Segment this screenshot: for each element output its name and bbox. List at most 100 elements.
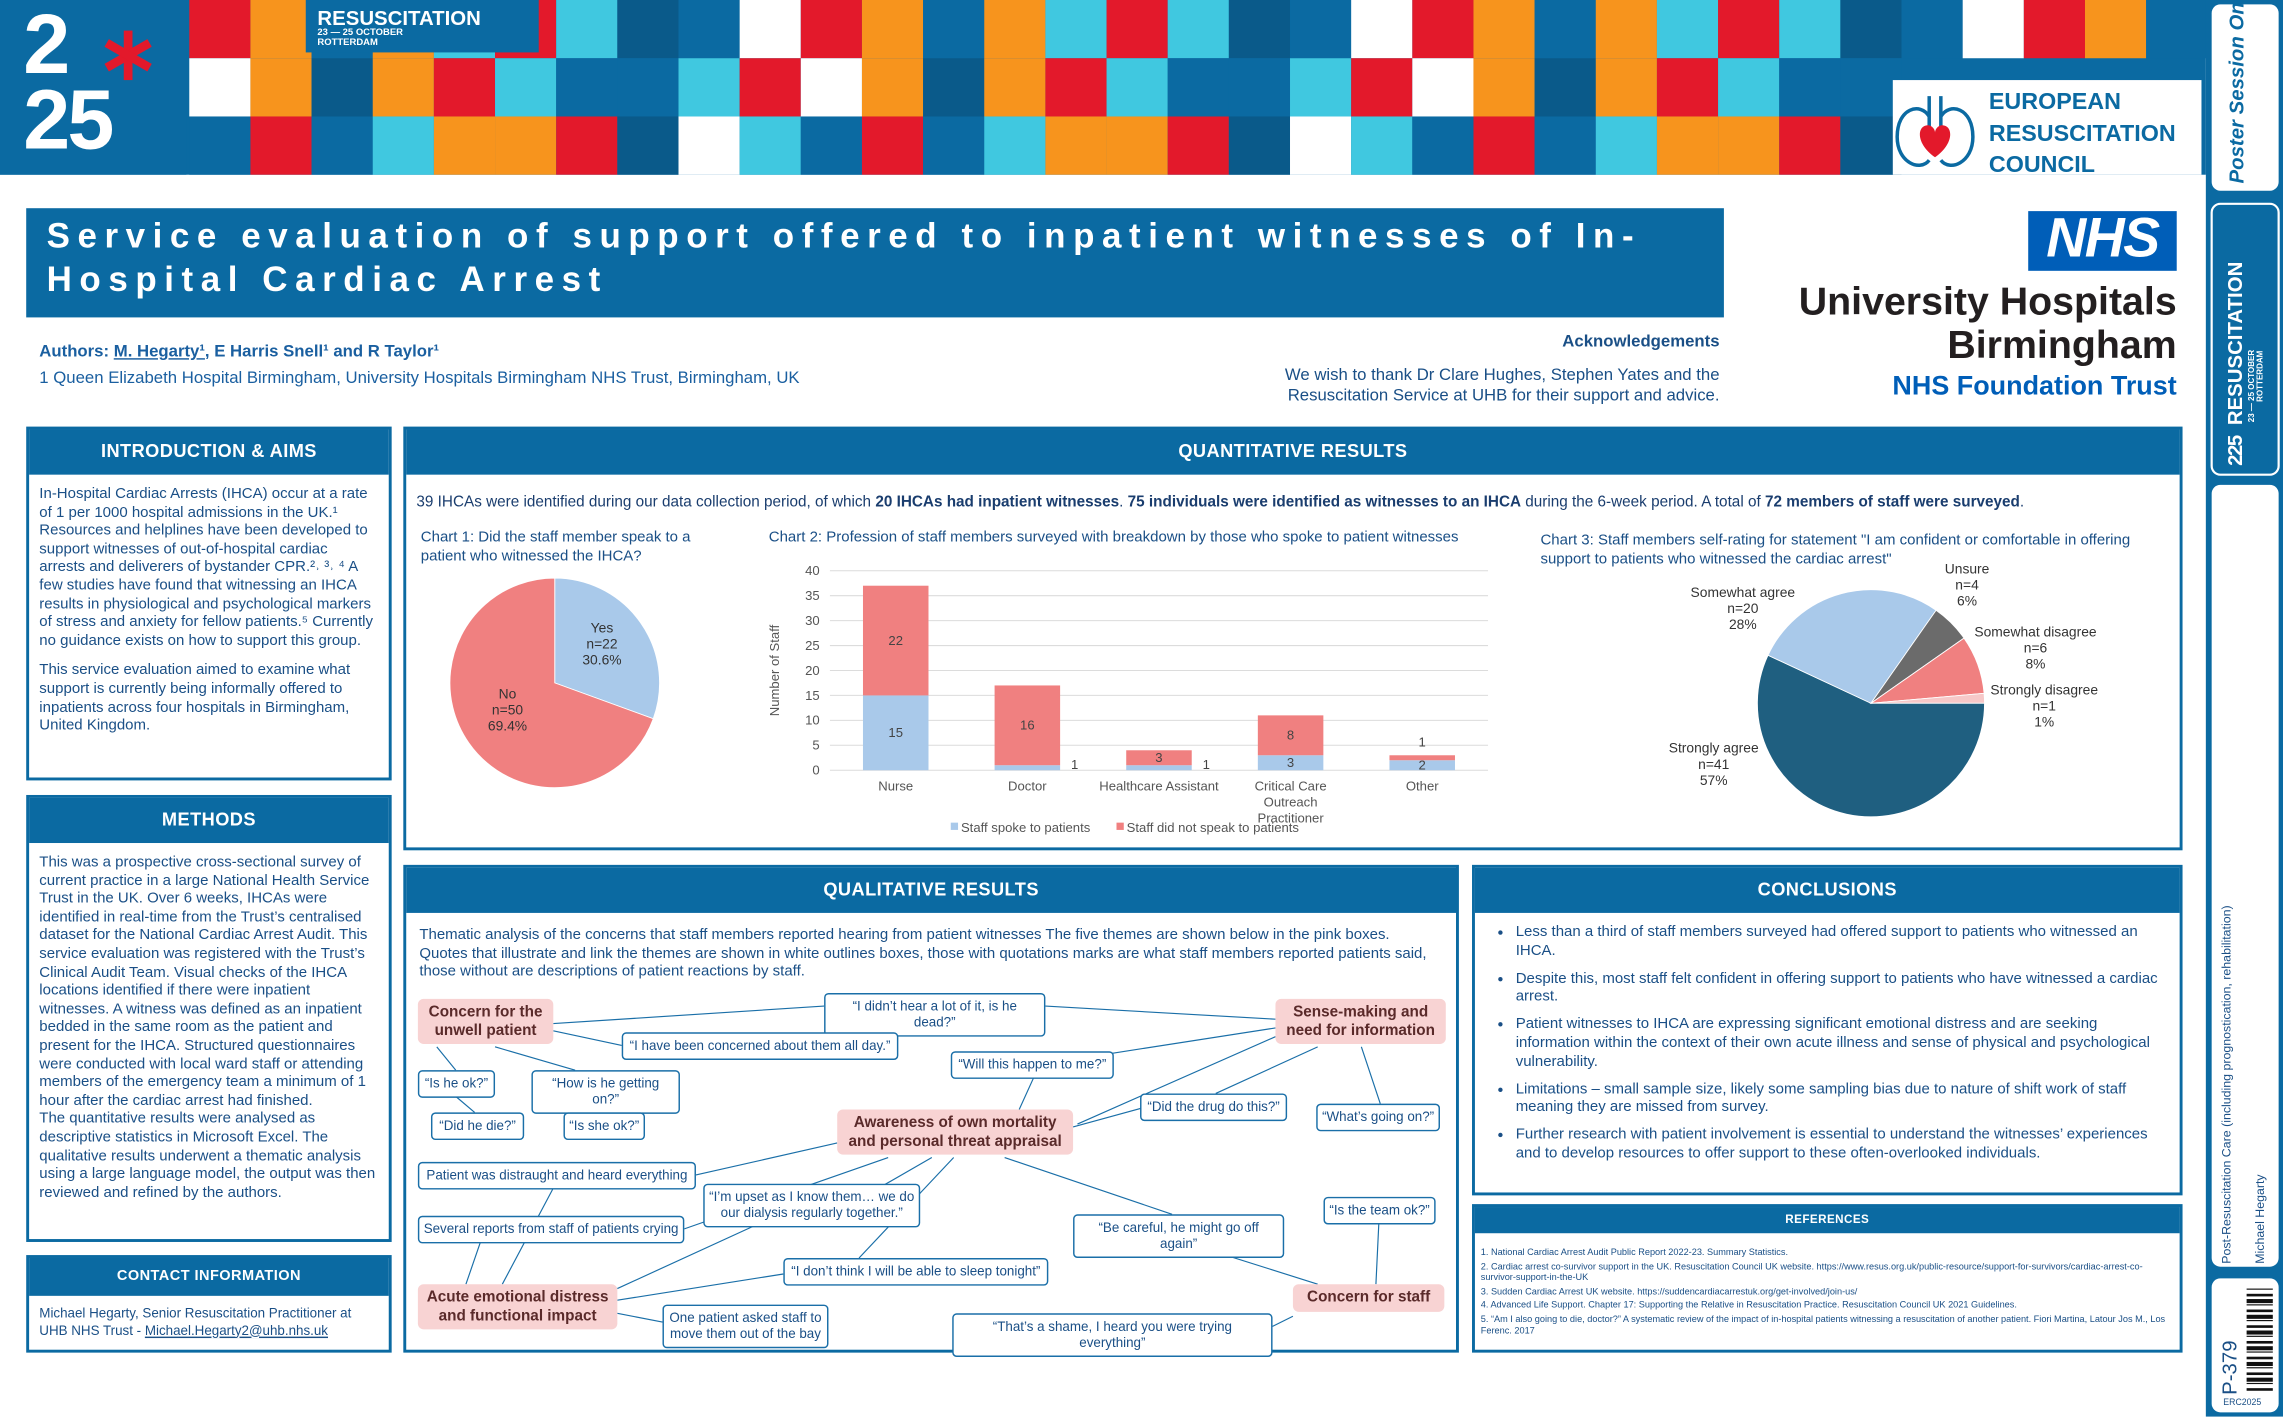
- decor-tile: [617, 116, 679, 175]
- x-tick-label: Nurse: [878, 779, 913, 794]
- bar-value-label: 1: [1419, 735, 1426, 750]
- council-line: RESUSCITATION: [1988, 121, 2176, 147]
- quote-box: “Will this happen to me?”: [950, 1051, 1114, 1079]
- y-axis-label: Number of Staff: [767, 624, 782, 716]
- decor-tile: [433, 58, 496, 117]
- theme-connectors: [436, 1005, 1381, 1327]
- decor-tile: [372, 58, 434, 117]
- bar-segment: [1257, 755, 1324, 771]
- sidebar-logo-top: 2: [2223, 456, 2247, 466]
- pie-percent-label: 8%: [2025, 655, 2045, 671]
- decor-tile: [311, 116, 373, 175]
- bar-value-label: 16: [1020, 718, 1035, 733]
- bar-segment: [994, 685, 1061, 766]
- pie-count-label: n=50: [492, 701, 523, 717]
- section-heading: CONTACT INFORMATION: [29, 1257, 389, 1296]
- decor-tile: [2146, 0, 2208, 59]
- hospital-line: University Hospitals: [1798, 279, 2177, 324]
- decor-tile: [1595, 58, 1657, 117]
- pie-category-label: No: [499, 685, 517, 701]
- decor-tile: [1045, 0, 1107, 59]
- decor-tile: [1228, 0, 1291, 59]
- decor-tile: [189, 0, 251, 59]
- erc-lung-icon: [1895, 96, 1975, 167]
- sidebar-dates: 23 — 25 OCTOBER: [2248, 349, 2257, 423]
- conference-city: ROTTERDAM: [317, 37, 378, 49]
- bar-segment: [1257, 715, 1324, 756]
- decor-tile: [372, 116, 434, 175]
- decor-tile: [1779, 58, 1841, 117]
- references-section: REFERENCES 1. National Cardiac Arrest Au…: [1472, 1204, 2183, 1353]
- conference-name: RESUSCITATION: [317, 5, 481, 30]
- sidebar-category: Post-Resuscitation Care (including progn…: [2218, 905, 2234, 1264]
- decor-tile: [1473, 116, 1535, 175]
- decor-tile: [678, 58, 740, 117]
- decor-tile: [1656, 58, 1719, 117]
- decor-tile: [984, 58, 1046, 117]
- legend-label: Staff did not speak to patients: [1127, 820, 1300, 835]
- pie-slice: [1870, 692, 1985, 704]
- contact-email[interactable]: Michael.Hegarty2@uhb.nhs.uk: [144, 1322, 329, 1338]
- decor-tile: [2023, 0, 2085, 59]
- quote-box: “Is the team ok?”: [1323, 1196, 1436, 1225]
- sidebar-year: 225: [2223, 436, 2246, 466]
- paragraph: This was a prospective cross-sectional s…: [39, 854, 370, 1110]
- decor-tile: [1290, 116, 1352, 175]
- decor-tile: [1351, 116, 1413, 175]
- decor-tile: [861, 116, 924, 175]
- bar-value-label: 1: [1071, 757, 1078, 772]
- ack-heading: Acknowledgements: [1562, 333, 1720, 351]
- decor-tile: [1901, 0, 1963, 59]
- decor-tile: [1534, 0, 1596, 59]
- references-list: 1. National Cardiac Arrest Audit Public …: [1475, 1233, 2180, 1337]
- pie-category-label: Strongly disagree: [1990, 682, 2098, 698]
- conclusion-item: Patient witnesses to IHCA are expressing…: [1516, 1017, 2168, 1072]
- decor-tile: [250, 116, 312, 175]
- quote-box: “Is he ok?”: [417, 1070, 496, 1098]
- bar-value-label: 1: [1203, 757, 1210, 772]
- bar-value-label: 2: [1419, 758, 1426, 773]
- quote-box: “I’m upset as I know them… we do our dia…: [703, 1183, 921, 1228]
- decor-tile: [250, 58, 312, 117]
- decor-tile: [1167, 0, 1229, 59]
- decor-tile: [1656, 0, 1719, 59]
- authors-label: Authors:: [39, 343, 110, 362]
- decor-tile: [739, 0, 801, 59]
- logo-star: [104, 30, 152, 81]
- quote-box: “Did the drug do this?”: [1140, 1093, 1288, 1122]
- barcode-bar: [2246, 1340, 2273, 1344]
- legend-swatch: [1116, 822, 1124, 830]
- conclusions-list: Less than a third of staff members surve…: [1475, 925, 2168, 1165]
- pie-slice: [1767, 589, 1937, 704]
- header-text-bg: [305, 0, 539, 53]
- barcode-bar: [2246, 1351, 2273, 1353]
- barcode-bar: [2246, 1335, 2273, 1337]
- poster-id: P-379: [2217, 1340, 2241, 1395]
- pie-slice: [449, 577, 654, 789]
- decor-tile: [923, 116, 985, 175]
- decor-tile: [923, 58, 985, 117]
- reference-item: 4. Advanced Life Support. Chapter 17: Su…: [1480, 1300, 2017, 1311]
- theme-box: Awareness of own mortality and personal …: [837, 1109, 1074, 1155]
- decor-tile: [984, 0, 1046, 59]
- y-tick-label: 5: [812, 738, 819, 753]
- bar-segment: [1389, 755, 1455, 761]
- conference-dates: 23 — 25 OCTOBER: [317, 27, 403, 38]
- section-heading: CONCLUSIONS: [1474, 867, 2180, 913]
- y-tick-label: 0: [812, 763, 819, 778]
- decor-tile: [1473, 58, 1535, 117]
- decor-tile: [1290, 58, 1352, 117]
- y-tick-label: 25: [805, 638, 820, 653]
- bar-segment: [1389, 760, 1455, 771]
- reference-item: 3. Sudden Cardiac Arrest UK website. htt…: [1480, 1286, 1858, 1297]
- decor-tile: [1779, 0, 1841, 59]
- bar-segment: [862, 695, 929, 771]
- summary-segment: 39 IHCAs were identified during our data…: [416, 493, 876, 512]
- sidebar-logo-bottom: 25: [2223, 436, 2247, 457]
- sidebar-author: Michael Hegarty: [2252, 1174, 2267, 1264]
- pie-category-label: Yes: [591, 619, 614, 635]
- y-tick-label: 20: [805, 663, 820, 678]
- paragraph: In-Hospital Cardiac Arrests (IHCA) occur…: [39, 486, 374, 650]
- sidebar-conference: RESUSCITATION: [2223, 261, 2247, 426]
